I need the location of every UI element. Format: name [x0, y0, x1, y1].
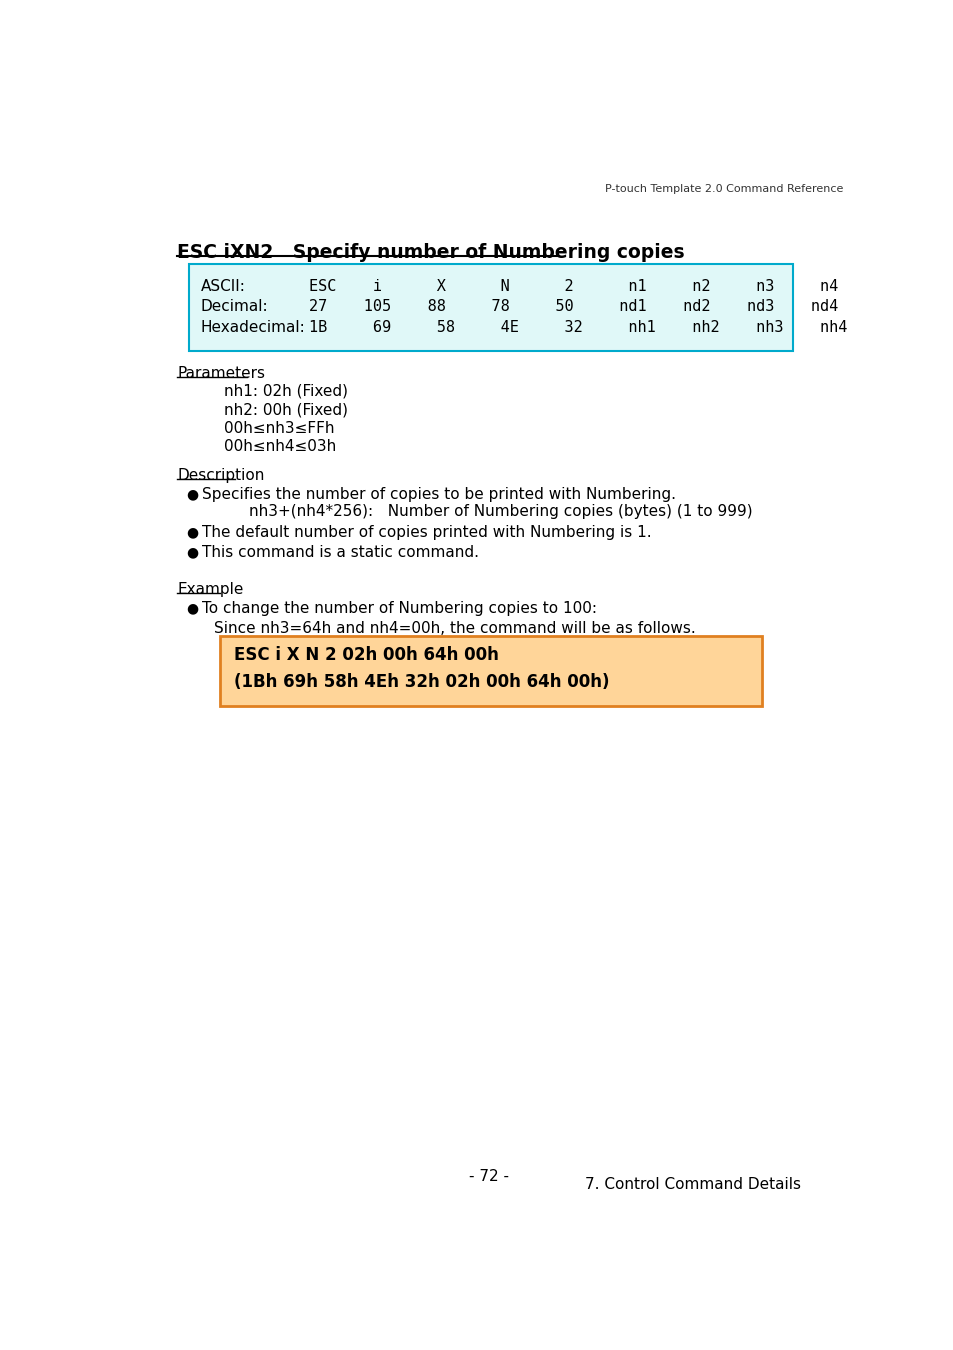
Text: Example: Example: [177, 582, 244, 598]
Text: ●: ●: [187, 487, 198, 501]
Text: The default number of copies printed with Numbering is 1.: The default number of copies printed wit…: [202, 525, 651, 540]
Text: ESC    i      X      N      2      n1     n2     n3     n4: ESC i X N 2 n1 n2 n3 n4: [309, 279, 838, 294]
Text: ●: ●: [187, 525, 198, 540]
Text: P-touch Template 2.0 Command Reference: P-touch Template 2.0 Command Reference: [604, 184, 842, 193]
Text: To change the number of Numbering copies to 100:: To change the number of Numbering copies…: [202, 601, 597, 616]
Text: 00h≤nh4≤03h: 00h≤nh4≤03h: [224, 439, 335, 454]
Text: Parameters: Parameters: [177, 366, 265, 381]
Text: 7. Control Command Details: 7. Control Command Details: [584, 1177, 801, 1192]
Text: - 72 -: - 72 -: [469, 1169, 508, 1184]
Text: 00h≤nh3≤FFh: 00h≤nh3≤FFh: [224, 421, 334, 436]
Text: nh2: 00h (Fixed): nh2: 00h (Fixed): [224, 402, 348, 417]
Text: (1Bh 69h 58h 4Eh 32h 02h 00h 64h 00h): (1Bh 69h 58h 4Eh 32h 02h 00h 64h 00h): [233, 674, 609, 691]
Text: ●: ●: [187, 545, 198, 559]
Text: Since nh3=64h and nh4=00h, the command will be as follows.: Since nh3=64h and nh4=00h, the command w…: [213, 621, 695, 636]
Text: nh3+(nh4*256):   Number of Numbering copies (bytes) (1 to 999): nh3+(nh4*256): Number of Numbering copie…: [249, 504, 752, 518]
Text: Hexadecimal:: Hexadecimal:: [200, 320, 305, 335]
Text: Description: Description: [177, 468, 265, 483]
Text: ESC iXN2   Specify number of Numbering copies: ESC iXN2 Specify number of Numbering cop…: [177, 243, 684, 262]
Text: Specifies the number of copies to be printed with Numbering.: Specifies the number of copies to be pri…: [202, 487, 676, 502]
Text: This command is a static command.: This command is a static command.: [202, 545, 478, 560]
Text: Decimal:: Decimal:: [200, 300, 268, 315]
Text: 27    105    88     78     50     nd1    nd2    nd3    nd4: 27 105 88 78 50 nd1 nd2 nd3 nd4: [309, 300, 838, 315]
Text: ESC i X N 2 02h 00h 64h 00h: ESC i X N 2 02h 00h 64h 00h: [233, 645, 498, 664]
FancyBboxPatch shape: [220, 636, 761, 706]
Text: nh1: 02h (Fixed): nh1: 02h (Fixed): [224, 383, 348, 398]
Text: ●: ●: [187, 601, 198, 614]
Text: ASCII:: ASCII:: [200, 279, 245, 294]
FancyBboxPatch shape: [189, 265, 793, 351]
Text: 1B     69     58     4E     32     nh1    nh2    nh3    nh4: 1B 69 58 4E 32 nh1 nh2 nh3 nh4: [309, 320, 846, 335]
